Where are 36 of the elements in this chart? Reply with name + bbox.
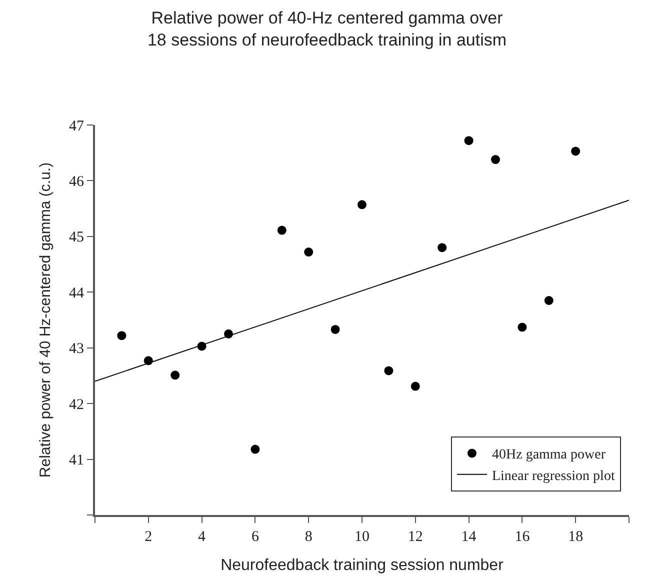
x-axis-title: Neurofeedback training session number: [220, 557, 504, 574]
x-tick-label: 14: [461, 529, 477, 545]
x-tick-label: 18: [568, 529, 584, 545]
y-tick-label: 44: [69, 285, 84, 302]
x-tick-label: 16: [514, 529, 530, 545]
x-tick-label: 10: [354, 529, 370, 545]
y-axis-title: Relative power of 40 Hz-centered gamma (c.u.): [36, 162, 54, 478]
y-tick-label: 45: [69, 230, 84, 246]
x-tick-label: 4: [198, 529, 206, 545]
point: [491, 155, 500, 164]
point: [250, 444, 260, 454]
x-tick-label: 6: [251, 529, 260, 545]
y-tick-label: 41: [69, 452, 84, 469]
x-tick-label: 2: [144, 529, 152, 545]
point: [571, 146, 580, 156]
legend-label: Linear regression plot: [492, 468, 615, 484]
point: [304, 248, 314, 257]
point: [518, 322, 527, 332]
point: [117, 331, 126, 340]
x-tick-label: 8: [304, 529, 312, 545]
point: [330, 324, 340, 334]
chart-title: Relative power of 40-Hz centered gamma over 18 sessions of neurofeedback training in autism: [147, 8, 507, 50]
y-tick-label: 47: [69, 118, 84, 134]
point: [438, 243, 447, 252]
point: [410, 382, 420, 391]
point: [170, 370, 180, 380]
y-tick-label: 42: [69, 396, 84, 413]
point: [277, 226, 286, 235]
point: [464, 136, 474, 146]
y-tick-label: 46: [69, 174, 84, 190]
point: [544, 296, 554, 305]
legend-label: 40Hz gamma power: [492, 448, 606, 463]
y-tick-label: 43: [69, 341, 84, 358]
x-tick-label: 12: [408, 529, 423, 545]
point: [384, 366, 394, 376]
point: [358, 200, 366, 210]
